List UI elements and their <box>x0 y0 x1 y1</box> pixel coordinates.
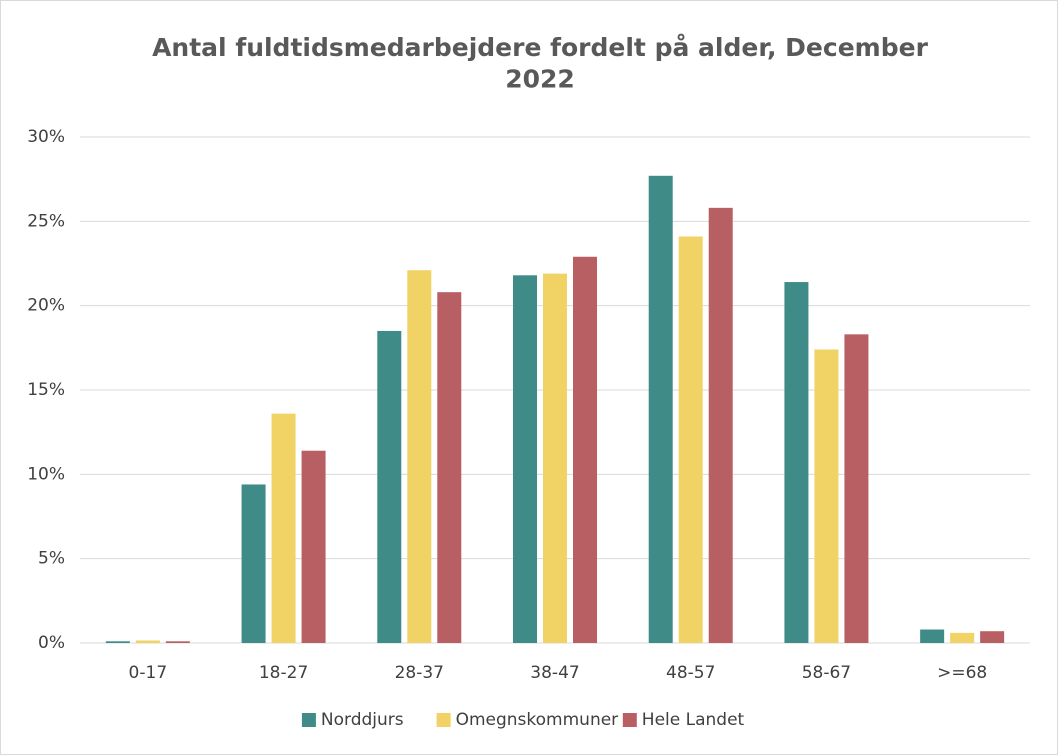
y-tick-label: 15% <box>27 380 65 400</box>
bar <box>105 641 130 643</box>
x-tick-label: >=68 <box>937 663 987 683</box>
bar <box>980 631 1005 643</box>
legend-swatch <box>301 713 316 727</box>
bar <box>784 282 809 643</box>
x-tick-label: 38-47 <box>530 663 579 683</box>
bar <box>437 292 462 643</box>
y-tick-label: 30% <box>27 127 65 147</box>
bar <box>648 175 673 643</box>
legend-label: Omegnskommuner <box>456 710 619 730</box>
bar <box>708 207 733 643</box>
x-tick-label: 58-67 <box>802 663 851 683</box>
x-tick-label: 18-27 <box>259 663 308 683</box>
legend-swatch <box>622 713 637 727</box>
bar <box>135 640 160 643</box>
bar <box>543 273 567 643</box>
y-tick-label: 0% <box>38 633 65 653</box>
x-tick-label: 0-17 <box>129 663 168 683</box>
bar <box>165 641 190 643</box>
bar <box>407 270 432 643</box>
y-tick-label: 20% <box>27 296 65 316</box>
bar <box>678 236 703 643</box>
bar <box>377 330 402 643</box>
bar <box>814 349 839 643</box>
chart-title: Antal fuldtidsmedarbejdere fordelt på al… <box>152 33 928 93</box>
y-tick-label: 10% <box>27 464 65 484</box>
legend-label: Hele Landet <box>642 710 745 730</box>
bar <box>241 484 266 643</box>
x-tick-label: 28-37 <box>395 663 444 683</box>
bar <box>920 629 945 643</box>
y-tick-label: 25% <box>27 211 65 231</box>
y-tick-label: 5% <box>38 549 65 569</box>
bar <box>513 275 537 643</box>
bar <box>271 413 296 643</box>
bar <box>301 450 326 643</box>
legend-label: Norddjurs <box>321 710 404 730</box>
bar <box>573 256 597 643</box>
bar <box>950 632 975 643</box>
legend-swatch <box>436 713 451 727</box>
x-tick-label: 48-57 <box>666 663 715 683</box>
bar <box>844 334 869 643</box>
